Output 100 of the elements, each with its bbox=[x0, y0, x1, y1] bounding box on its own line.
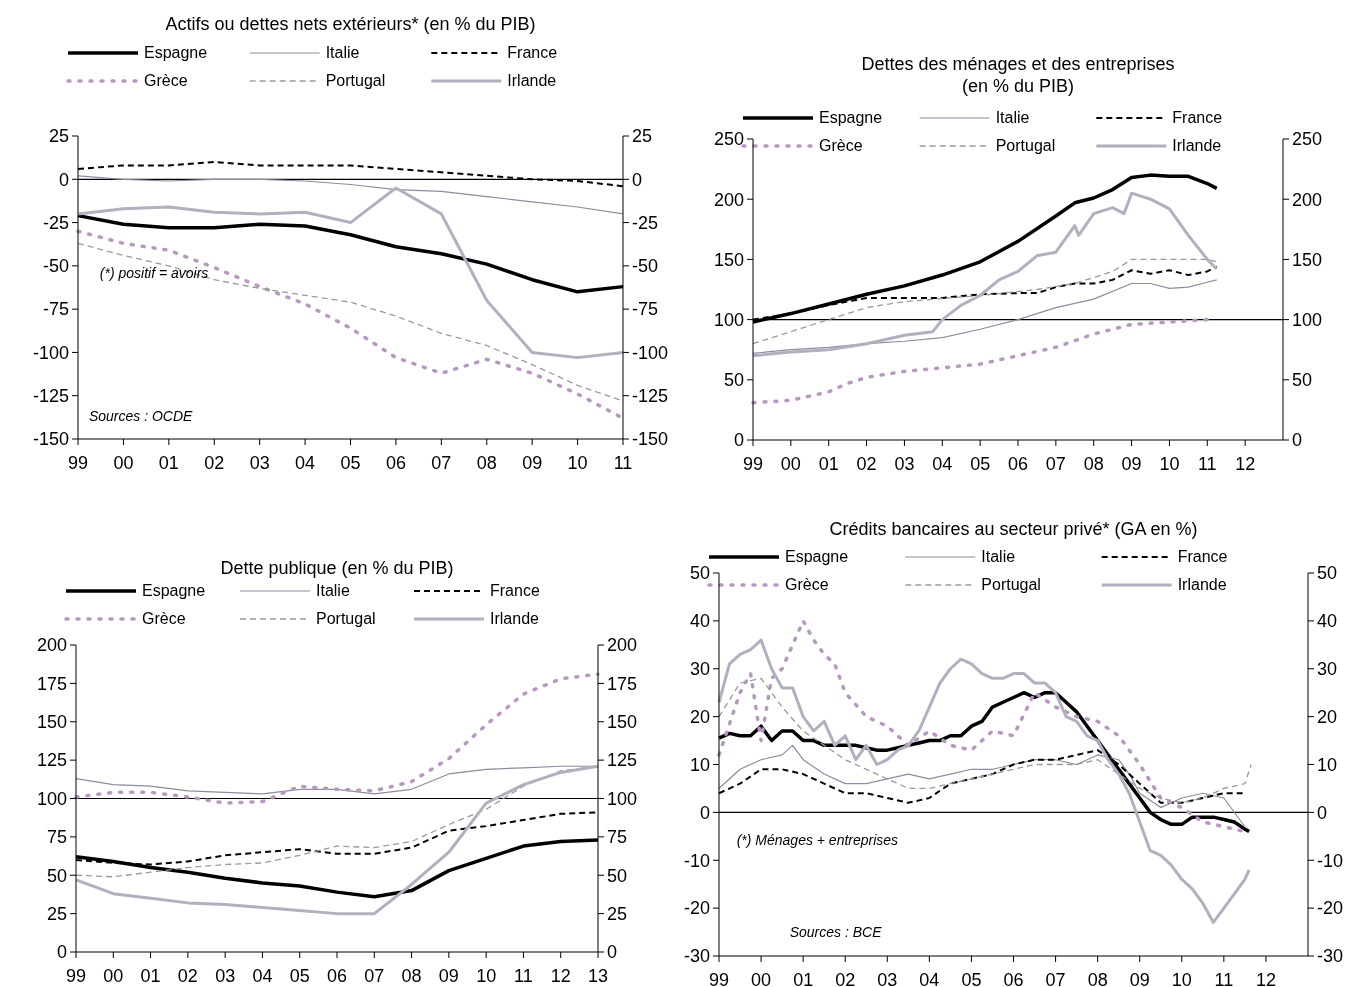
x-tick-label: 09 bbox=[522, 453, 543, 473]
x-tick-label: 03 bbox=[877, 970, 898, 987]
y2-tick-label: -25 bbox=[632, 212, 659, 233]
x-tick-label: 05 bbox=[961, 970, 982, 987]
y-tick-label: 0 bbox=[56, 942, 67, 963]
x-tick-label: 12 bbox=[1255, 970, 1276, 987]
y-tick-label: 0 bbox=[699, 802, 710, 823]
x-tick-label: 01 bbox=[158, 453, 179, 473]
legend-label: Irlande bbox=[1172, 137, 1222, 154]
legend-label: France bbox=[1177, 548, 1228, 565]
chart-title: Actifs ou dettes nets extérieurs* (en % du PIB) bbox=[165, 14, 536, 34]
y-tick-label: -20 bbox=[683, 898, 710, 919]
x-tick-label: 09 bbox=[1121, 454, 1142, 474]
y-tick-label: 50 bbox=[689, 563, 710, 584]
legend-label: Grèce bbox=[142, 610, 186, 627]
x-tick-label: 07 bbox=[364, 966, 385, 986]
y-tick-label: 50 bbox=[723, 370, 744, 391]
y2-tick-label: 30 bbox=[1317, 659, 1338, 680]
x-tick-label: 10 bbox=[476, 966, 497, 986]
y-tick-label: -50 bbox=[42, 256, 69, 277]
y-tick-label: 150 bbox=[36, 712, 67, 733]
chart-title: Dettes des ménages et des entreprises (en % du PIB) bbox=[861, 54, 1175, 96]
y2-tick-label: 25 bbox=[607, 903, 628, 924]
legend-label: Portugal bbox=[995, 137, 1056, 154]
x-tick-label: 02 bbox=[856, 454, 877, 474]
x-tick-label: 04 bbox=[252, 966, 273, 986]
x-tick-label: 08 bbox=[1083, 454, 1104, 474]
y2-tick-label: 250 bbox=[1292, 129, 1323, 150]
legend-label: Irlande bbox=[507, 72, 557, 89]
x-tick-label: 08 bbox=[476, 453, 497, 473]
x-tick-label: 11 bbox=[1214, 970, 1234, 987]
y-tick-label: 0 bbox=[733, 430, 744, 451]
legend-label: Espagne bbox=[819, 109, 883, 126]
y2-tick-label: 50 bbox=[607, 865, 628, 886]
legend-label: Italie bbox=[981, 548, 1016, 565]
y-tick-label: 100 bbox=[713, 309, 744, 330]
y-tick-label: 25 bbox=[48, 126, 69, 147]
y2-tick-label: 50 bbox=[1317, 563, 1338, 584]
y2-tick-label: 100 bbox=[1292, 309, 1323, 330]
x-tick-label: 11 bbox=[613, 453, 633, 473]
y2-tick-label: 150 bbox=[607, 712, 638, 733]
chart-title: Dette publique (en % du PIB) bbox=[220, 558, 454, 578]
x-tick-label: 99 bbox=[65, 966, 87, 986]
legend-label: Portugal bbox=[981, 576, 1041, 593]
y2-tick-label: 200 bbox=[607, 635, 638, 656]
x-tick-label: 05 bbox=[970, 454, 991, 474]
x-tick-label: 10 bbox=[567, 453, 588, 473]
legend-label: France bbox=[507, 44, 558, 61]
legend-label: Irlande bbox=[1177, 576, 1227, 593]
x-tick-label: 04 bbox=[295, 453, 316, 473]
y-tick-label: 200 bbox=[36, 635, 67, 656]
y2-tick-label: -100 bbox=[632, 342, 669, 363]
x-tick-label: 10 bbox=[1159, 454, 1180, 474]
y2-tick-label: -30 bbox=[1317, 946, 1344, 967]
x-tick-label: 09 bbox=[438, 966, 459, 986]
y-tick-label: 10 bbox=[689, 754, 710, 775]
x-tick-label: 99 bbox=[67, 453, 89, 473]
legend-label: Portugal bbox=[325, 72, 386, 89]
x-tick-label: 06 bbox=[326, 966, 348, 986]
x-tick-label: 02 bbox=[204, 453, 225, 473]
legend-label: Italie bbox=[995, 109, 1030, 126]
y2-tick-label: 0 bbox=[607, 942, 618, 963]
y-tick-label: -25 bbox=[42, 212, 69, 233]
legend-label: Espagne bbox=[144, 44, 208, 61]
x-tick-label: 04 bbox=[932, 454, 953, 474]
y-tick-label: -150 bbox=[32, 429, 69, 450]
legend-label: Grèce bbox=[144, 72, 188, 89]
y-tick-label: 25 bbox=[46, 903, 67, 924]
y2-tick-label: 0 bbox=[1292, 430, 1303, 451]
annotation: Sources : OCDE bbox=[88, 407, 194, 424]
x-tick-label: 99 bbox=[742, 454, 764, 474]
y2-tick-label: -50 bbox=[632, 256, 659, 277]
y2-tick-label: 0 bbox=[632, 169, 643, 190]
y2-tick-label: 25 bbox=[632, 126, 653, 147]
y-tick-label: 125 bbox=[36, 750, 67, 771]
legend-label: France bbox=[1172, 109, 1223, 126]
y-tick-label: 100 bbox=[36, 788, 67, 809]
annotation: Sources : BCE bbox=[789, 923, 883, 940]
x-tick-label: 03 bbox=[894, 454, 915, 474]
x-tick-label: 03 bbox=[215, 966, 236, 986]
y2-tick-label: -125 bbox=[632, 386, 669, 407]
x-tick-label: 00 bbox=[113, 453, 134, 473]
annotation: (*) positif = avoirs bbox=[99, 265, 209, 282]
x-tick-label: 02 bbox=[177, 966, 198, 986]
y2-tick-label: 175 bbox=[607, 673, 638, 694]
x-tick-label: 04 bbox=[919, 970, 940, 987]
x-tick-label: 07 bbox=[431, 453, 452, 473]
legend-label: Italie bbox=[316, 582, 350, 599]
x-tick-label: 99 bbox=[708, 970, 730, 987]
y2-tick-label: -20 bbox=[1317, 898, 1344, 919]
y-tick-label: 75 bbox=[46, 827, 67, 848]
y-tick-label: 200 bbox=[713, 189, 744, 210]
x-tick-label: 00 bbox=[780, 454, 801, 474]
y2-tick-label: 10 bbox=[1317, 754, 1338, 775]
y-tick-label: 40 bbox=[689, 611, 710, 632]
x-tick-label: 06 bbox=[1007, 454, 1029, 474]
x-tick-label: 06 bbox=[1003, 970, 1024, 987]
x-tick-label: 13 bbox=[587, 966, 609, 986]
y2-tick-label: 20 bbox=[1317, 706, 1338, 727]
legend-label: Italie bbox=[325, 44, 360, 61]
